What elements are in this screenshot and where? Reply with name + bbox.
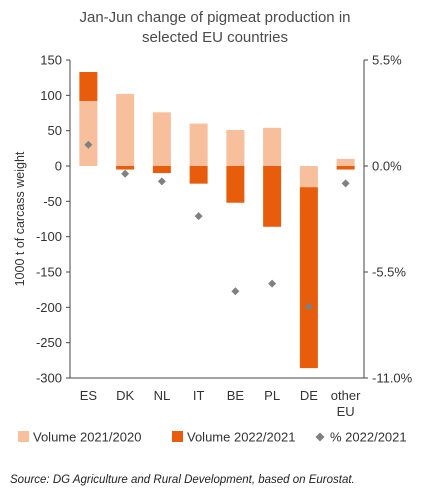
- bar-volume-2021-2020: [152, 112, 171, 166]
- chart-title-line: Jan-Jun change of pigmeat production in: [79, 9, 350, 26]
- y-tick-label: -250: [36, 335, 62, 350]
- y-tick-label: 50: [48, 123, 62, 138]
- x-tick-label: EU: [337, 404, 355, 419]
- y2-tick-label: 0.0%: [372, 159, 402, 174]
- marker-pct-2022-2021: [268, 279, 277, 288]
- bar-volume-2022-2021: [336, 166, 355, 170]
- x-tick-label: PL: [264, 388, 280, 403]
- bar-volume-2022-2021: [263, 166, 282, 227]
- y-tick-label: 150: [40, 53, 62, 68]
- y2-tick-label: -11.0%: [372, 371, 413, 386]
- y-axis-title: 1000 t of carcass weight: [13, 151, 27, 286]
- bars: [79, 72, 355, 369]
- bar-volume-2021-2020: [226, 129, 245, 166]
- marker-pct-2022-2021: [194, 212, 203, 221]
- axes: 150 100 50 0 -50 -100 -150 -200 -250 -300 5.5% 0.0%…: [13, 53, 413, 420]
- chart-title: Jan-Jun change of pigmeat production in s…: [79, 9, 350, 46]
- y-tick-label: -300: [36, 371, 62, 386]
- bar-volume-2021-2020: [79, 100, 98, 166]
- marker-pct-2022-2021: [84, 140, 93, 149]
- marker-pct-2022-2021: [231, 287, 240, 296]
- bar-volume-2022-2021: [152, 166, 171, 174]
- legend: Volume 2021/2020 Volume 2022/2021 % 2022/2…: [18, 430, 407, 445]
- marker-pct-2022-2021: [304, 302, 313, 311]
- y-tick-label: 100: [40, 88, 62, 103]
- x-tick-label: DK: [116, 388, 134, 403]
- legend-swatch-pct-2022-2021: [315, 432, 325, 442]
- x-tick-label: IT: [193, 388, 205, 403]
- chart-title-line: selected EU countries: [142, 29, 288, 46]
- bar-volume-2021-2020: [116, 93, 135, 166]
- bar-volume-2022-2021: [116, 166, 135, 170]
- bar-volume-2022-2021: [189, 166, 208, 184]
- bar-volume-2021-2020: [263, 127, 282, 166]
- y-tick-label: -50: [43, 194, 62, 209]
- x-tick-label: NL: [154, 388, 171, 403]
- y-tick-label: -200: [36, 300, 62, 315]
- y-tick-label: -150: [36, 265, 62, 280]
- source-note: Source: DG Agriculture and Rural Develop…: [10, 474, 355, 486]
- x-tick-label: DE: [300, 388, 318, 403]
- legend-label-pct-2022-2021: % 2022/2021: [330, 430, 407, 445]
- marker-pct-2022-2021: [121, 169, 130, 178]
- y-tick-label: 0: [55, 159, 62, 174]
- x-tick-label: ES: [80, 388, 98, 403]
- marker-pct-2022-2021: [341, 179, 350, 188]
- bar-volume-2021-2020: [336, 158, 355, 166]
- legend-swatch-volume-2021-2020: [18, 431, 29, 442]
- x-tick-label: other: [331, 388, 361, 403]
- y2-tick-label: -5.5%: [372, 265, 406, 280]
- bar-volume-2021-2020: [189, 123, 208, 166]
- markers: [84, 140, 350, 311]
- bar-volume-2021-2020: [299, 166, 318, 188]
- x-tick-label: BE: [227, 388, 245, 403]
- marker-pct-2022-2021: [157, 177, 166, 186]
- legend-label-volume-2022-2021: Volume 2022/2021: [187, 430, 295, 445]
- bar-volume-2022-2021: [79, 72, 98, 101]
- legend-swatch-volume-2022-2021: [172, 431, 183, 442]
- bar-volume-2022-2021: [226, 166, 245, 203]
- legend-label-volume-2021-2020: Volume 2021/2020: [33, 430, 141, 445]
- y2-tick-label: 5.5%: [372, 53, 402, 68]
- bar-volume-2022-2021: [299, 187, 318, 369]
- y-tick-label: -100: [36, 229, 62, 244]
